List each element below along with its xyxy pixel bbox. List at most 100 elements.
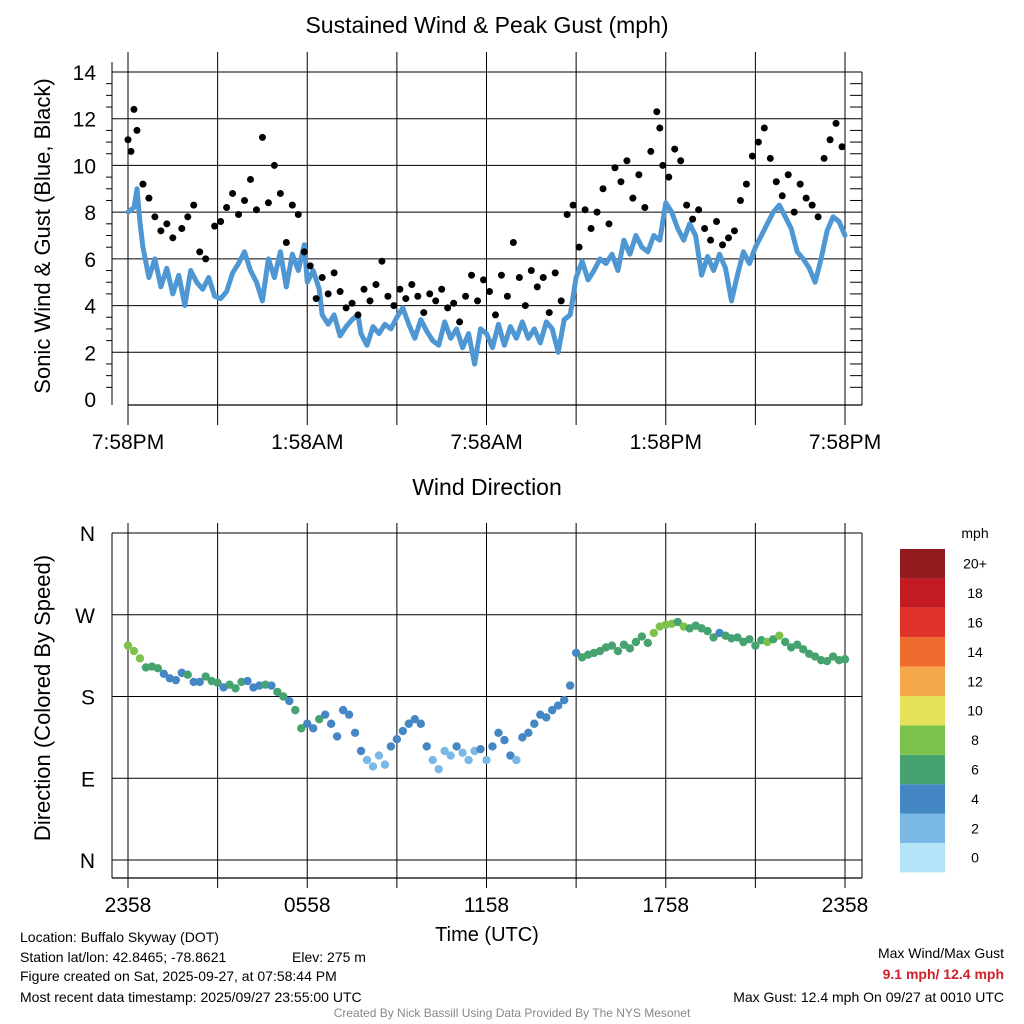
gust-point: [545, 309, 553, 317]
gust-point: [656, 124, 664, 132]
gust-point: [480, 276, 488, 284]
gust-point: [468, 271, 476, 279]
gust-point: [294, 210, 302, 218]
gust-point: [772, 178, 780, 186]
gust-point: [378, 257, 386, 265]
gust-point: [683, 201, 691, 209]
direction-point: [320, 710, 330, 719]
direction-point: [279, 692, 288, 701]
gust-point: [491, 311, 499, 319]
gust-point: [587, 224, 595, 232]
direction-point: [392, 734, 402, 744]
gust-point: [184, 213, 192, 221]
colorbar-swatch: [900, 696, 945, 726]
direction-point: [559, 695, 569, 705]
direction-point: [542, 713, 551, 722]
y-tick-label: N: [80, 850, 95, 873]
max-wind-values: 9.1 mph/ 12.4 mph: [882, 966, 1004, 982]
direction-point: [201, 672, 210, 681]
gust-point: [264, 199, 272, 207]
direction-point: [183, 670, 192, 679]
colorbar-label: 0: [971, 850, 979, 866]
speed-colorbar: mph 0 2 4 6 8 10 12 14 16 18 20+: [900, 525, 989, 873]
y-tick-label: 12: [73, 109, 96, 132]
direction-point: [153, 664, 163, 673]
gust-point: [635, 171, 643, 179]
gust-point: [336, 288, 344, 296]
y-tick-label: 2: [84, 342, 96, 365]
footer-latlon: Station lat/lon: 42.8465; -78.8621: [20, 949, 227, 965]
direction-point: [482, 755, 491, 765]
gust-point: [438, 285, 446, 293]
direction-point: [135, 654, 145, 663]
gust-point: [527, 267, 535, 275]
colorbar-swatch: [900, 725, 945, 755]
direction-point: [350, 728, 360, 738]
direction-point: [643, 638, 653, 648]
direction-point: [703, 626, 712, 636]
gust-point: [330, 269, 338, 277]
gust-point: [551, 269, 559, 277]
gust-point: [689, 215, 697, 223]
x-tick-label: 2358: [105, 894, 152, 917]
direction-point: [565, 681, 575, 690]
direction-point: [315, 715, 324, 724]
gust-point: [515, 274, 523, 282]
gust-point: [178, 224, 186, 232]
gust-point: [258, 133, 266, 141]
direction-point: [338, 705, 348, 715]
gust-point: [202, 255, 210, 263]
direction-point: [476, 744, 485, 754]
colorbar-label: 18: [967, 585, 983, 601]
colorbar-label: 4: [971, 791, 979, 807]
direction-point: [129, 646, 139, 656]
direction-point: [297, 724, 306, 733]
direction-point: [709, 633, 718, 642]
gust-point: [474, 297, 482, 305]
footer-recent-data: Most recent data timestamp: 2025/09/27 2…: [20, 989, 362, 1005]
gust-point: [342, 304, 350, 312]
gust-point: [796, 180, 804, 188]
gust-point: [497, 271, 505, 279]
wind-direction-panel: N E S W N 2358 0558 1158 1758 2358 Wind Direction D…: [30, 474, 868, 946]
gust-point: [270, 161, 278, 169]
direction-point: [781, 637, 790, 647]
direction-point: [649, 628, 658, 638]
y-axis-label: Sonic Wind & Gust (Blue, Black): [30, 78, 55, 393]
direction-point: [458, 748, 467, 758]
direction-point: [368, 762, 378, 771]
gust-point: [151, 213, 159, 221]
gust-point: [124, 136, 132, 144]
direction-point: [422, 742, 431, 751]
gust-point: [145, 194, 153, 202]
gust-point: [503, 292, 511, 300]
gust-point: [599, 185, 607, 193]
gust-point: [790, 208, 798, 216]
direction-point: [571, 648, 581, 658]
gust-point: [384, 292, 392, 300]
direction-point: [159, 669, 169, 678]
gust-point: [569, 201, 577, 209]
gust-point: [760, 124, 768, 132]
gust-point: [623, 157, 631, 165]
gust-point: [288, 201, 296, 209]
direction-point: [434, 764, 443, 774]
colorbar-label: 10: [967, 703, 983, 719]
direction-point: [518, 733, 527, 742]
gust-point: [509, 239, 517, 247]
gust-point: [354, 311, 362, 319]
gust-point: [324, 290, 332, 298]
gust-point: [748, 152, 756, 160]
gust-point: [557, 297, 565, 305]
gust-point: [432, 297, 440, 305]
direction-point: [512, 755, 521, 765]
colorbar-label: 20+: [963, 556, 987, 572]
gust-point: [485, 288, 493, 296]
gust-point: [163, 220, 171, 228]
direction-point: [285, 696, 294, 706]
colorbar-swatch: [900, 843, 945, 873]
gust-point: [217, 217, 225, 225]
gust-point: [462, 292, 470, 300]
gust-point: [372, 281, 380, 289]
gust-point: [444, 304, 452, 312]
